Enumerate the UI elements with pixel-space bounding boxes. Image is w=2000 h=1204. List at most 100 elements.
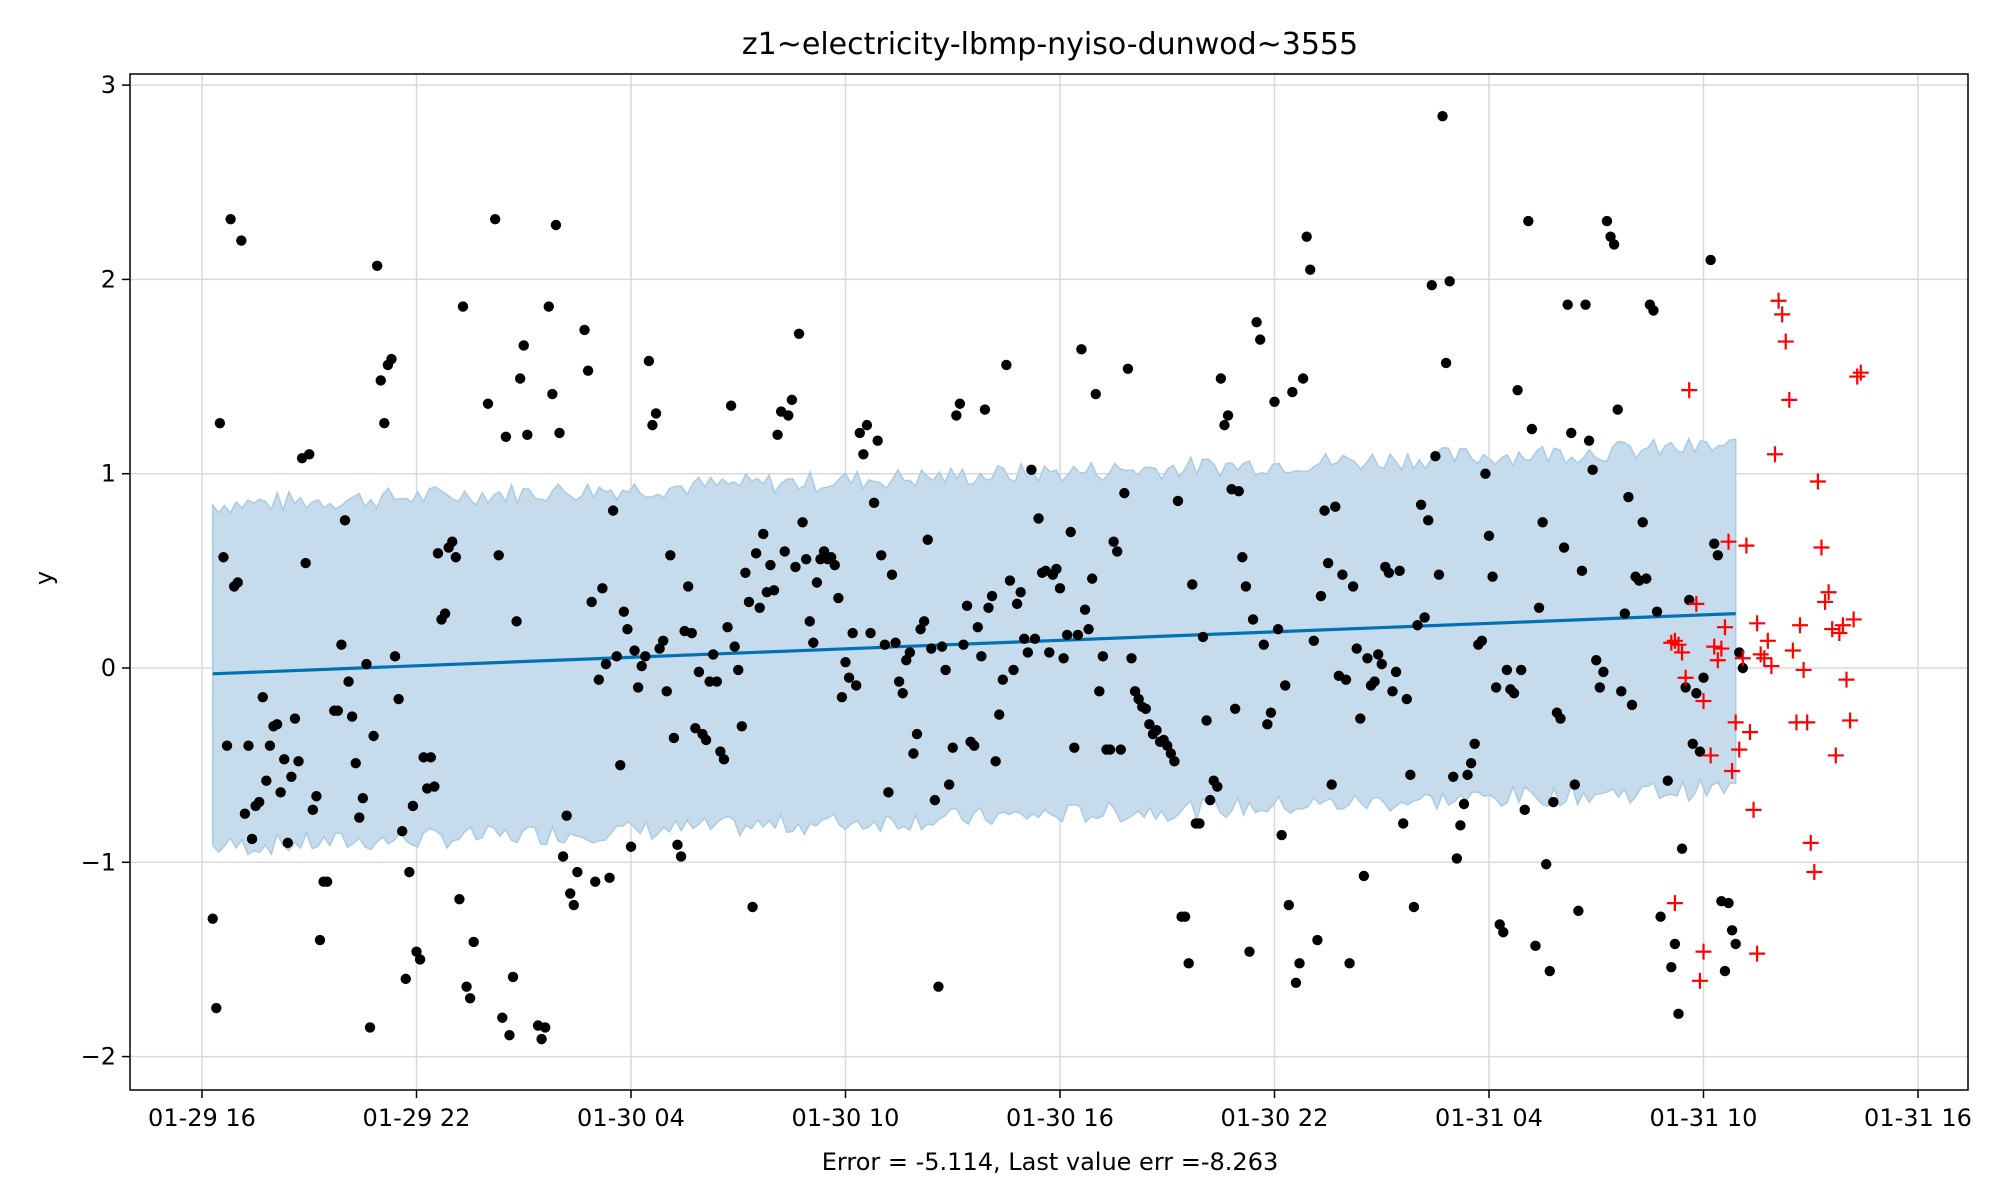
plot-frame [129, 73, 1969, 1091]
observed-point [511, 616, 522, 627]
observed-point [425, 752, 436, 763]
future-point [1838, 671, 1855, 688]
observed-point [1623, 491, 1634, 503]
forecast-line [212, 611, 1736, 676]
observed-point [1187, 579, 1198, 590]
observed-point [883, 787, 894, 798]
observed-point [683, 581, 694, 592]
observed-point [1144, 719, 1155, 730]
future-point [1795, 661, 1812, 678]
future-point [1813, 539, 1830, 556]
observed-point [750, 548, 762, 559]
observed-point [1641, 573, 1652, 584]
observed-point [1326, 779, 1337, 790]
future-point [1695, 943, 1712, 960]
observed-point [1065, 526, 1076, 538]
observed-point [1294, 958, 1305, 969]
observed-point [482, 398, 494, 409]
observed-point [1415, 499, 1427, 510]
observed-point [733, 664, 744, 676]
observed-point [1001, 359, 1012, 371]
observed-point [1015, 587, 1026, 598]
observed-point [1405, 769, 1416, 781]
observed-point [940, 664, 951, 676]
observed-point [300, 557, 311, 569]
observed-point [1140, 703, 1152, 715]
observed-point [1515, 664, 1527, 676]
observed-point [1398, 818, 1409, 829]
observed-point [286, 771, 297, 783]
observed-point [1276, 829, 1287, 841]
observed-point [1526, 423, 1538, 435]
observed-point [643, 355, 655, 367]
observed-point [1737, 662, 1749, 674]
observed-point [375, 375, 386, 386]
observed-point [615, 759, 626, 771]
observed-point [1069, 742, 1080, 753]
observed-point [289, 713, 301, 724]
observed-point [597, 583, 608, 594]
observed-point [1162, 740, 1173, 751]
observed-point [1566, 427, 1577, 439]
observed-point [1029, 633, 1041, 645]
future-point [1741, 724, 1758, 741]
observed-point [625, 841, 637, 852]
observed-point [1580, 299, 1591, 310]
observed-point [1601, 215, 1613, 227]
observed-point [786, 394, 798, 406]
observed-point [897, 688, 908, 699]
observed-point [1605, 231, 1616, 242]
observed-point [772, 429, 783, 441]
observed-point [1448, 771, 1459, 783]
observed-point [507, 971, 519, 983]
observed-point [661, 686, 672, 697]
future-point [1809, 473, 1826, 490]
observed-point [1423, 515, 1434, 526]
observed-point [504, 1030, 515, 1041]
x-tick-label: 01-30 22 [1221, 1104, 1329, 1132]
observed-point [754, 602, 765, 613]
observed-point [514, 373, 526, 384]
y-axis-label: y [30, 571, 58, 585]
observed-point [1462, 769, 1473, 781]
observed-point [1465, 758, 1477, 769]
observed-point [1315, 590, 1327, 602]
observed-point [800, 553, 812, 565]
observed-point [414, 954, 426, 965]
observed-point [1712, 550, 1724, 561]
observed-point [1301, 231, 1312, 242]
observed-point [1022, 647, 1034, 658]
observed-point [418, 752, 429, 763]
observed-point [1258, 639, 1269, 650]
future-point [1727, 714, 1744, 731]
observed-point [371, 260, 383, 271]
observed-point [336, 639, 347, 650]
observed-point [1494, 919, 1505, 930]
observed-point [1312, 934, 1323, 946]
observed-point [1044, 647, 1055, 658]
observed-point [275, 787, 286, 798]
observed-point [725, 400, 737, 411]
observed-point [879, 639, 891, 650]
future-point [1831, 625, 1848, 642]
observed-point [1237, 552, 1248, 563]
future-point [1745, 801, 1762, 818]
future-point [1824, 621, 1841, 638]
observed-point [1122, 363, 1134, 374]
x-tick-label: 01-29 22 [363, 1104, 471, 1132]
observed-point [1637, 517, 1648, 528]
observed-point [1616, 686, 1627, 697]
observed-point [500, 431, 512, 442]
observed-point [257, 691, 268, 703]
future-point [1681, 382, 1698, 399]
observed-point [708, 649, 719, 660]
observed-point [847, 627, 858, 639]
observed-point [411, 946, 422, 957]
observed-point [357, 792, 369, 804]
observed-point [1019, 633, 1030, 645]
observed-point [354, 812, 365, 823]
observed-point [243, 740, 254, 751]
observed-point [1583, 435, 1595, 446]
x-tick-label: 01-31 04 [1435, 1104, 1543, 1132]
